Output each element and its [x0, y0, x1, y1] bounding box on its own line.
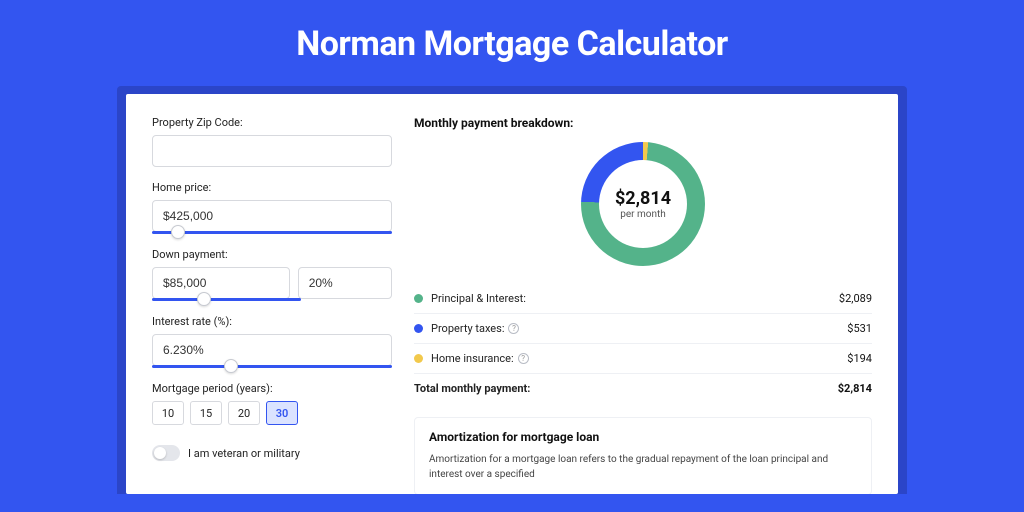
donut-center: $2,814 per month	[599, 160, 687, 248]
breakdown-title: Monthly payment breakdown:	[414, 116, 872, 130]
value-total: $2,814	[838, 382, 872, 395]
field-period: Mortgage period (years): 10 15 20 30	[152, 382, 392, 425]
breakdown-list: Principal & Interest: $2,089 Property ta…	[414, 284, 872, 403]
veteran-toggle[interactable]	[152, 445, 180, 461]
breakdown-panel: Monthly payment breakdown: $2,814 per mo…	[414, 116, 872, 494]
down-amount-input[interactable]	[152, 267, 290, 299]
breakdown-row-total: Total monthly payment: $2,814	[414, 373, 872, 403]
card-shadow: Property Zip Code: Home price: Down paym…	[117, 86, 907, 494]
field-price: Home price:	[152, 181, 392, 234]
price-slider-thumb[interactable]	[171, 225, 185, 239]
value-pi: $2,089	[839, 292, 872, 305]
down-label: Down payment:	[152, 248, 392, 261]
donut-amount: $2,814	[615, 188, 671, 209]
amortization-title: Amortization for mortgage loan	[429, 430, 857, 444]
price-slider[interactable]	[152, 231, 392, 234]
zip-label: Property Zip Code:	[152, 116, 392, 129]
donut-sub: per month	[620, 209, 666, 220]
breakdown-row-ins: Home insurance: ? $194	[414, 343, 872, 373]
breakdown-row-tax: Property taxes: ? $531	[414, 313, 872, 343]
veteran-row: I am veteran or military	[152, 445, 392, 461]
label-ins: Home insurance: ?	[431, 352, 847, 365]
down-slider[interactable]	[152, 298, 301, 301]
veteran-label: I am veteran or military	[188, 447, 300, 460]
donut-chart: $2,814 per month	[581, 142, 705, 266]
label-tax: Property taxes: ?	[431, 322, 847, 335]
dot-pi	[414, 294, 423, 303]
page-title: Norman Mortgage Calculator	[0, 0, 1024, 86]
donut-chart-wrap: $2,814 per month	[414, 142, 872, 266]
period-btn-30[interactable]: 30	[266, 401, 298, 425]
field-rate: Interest rate (%):	[152, 315, 392, 368]
period-btn-10[interactable]: 10	[152, 401, 184, 425]
period-options: 10 15 20 30	[152, 401, 392, 425]
rate-label: Interest rate (%):	[152, 315, 392, 328]
field-down: Down payment:	[152, 248, 392, 301]
rate-slider-thumb[interactable]	[224, 359, 238, 373]
calculator-card: Property Zip Code: Home price: Down paym…	[126, 94, 898, 494]
amortization-body: Amortization for a mortgage loan refers …	[429, 452, 857, 482]
period-btn-15[interactable]: 15	[190, 401, 222, 425]
dot-tax	[414, 324, 423, 333]
down-percent-input[interactable]	[298, 267, 392, 299]
period-label: Mortgage period (years):	[152, 382, 392, 395]
label-total: Total monthly payment:	[414, 382, 838, 395]
breakdown-row-pi: Principal & Interest: $2,089	[414, 284, 872, 313]
value-tax: $531	[847, 322, 872, 335]
down-slider-thumb[interactable]	[197, 292, 211, 306]
form-panel: Property Zip Code: Home price: Down paym…	[152, 116, 392, 494]
label-pi: Principal & Interest:	[431, 292, 839, 305]
price-input[interactable]	[152, 200, 392, 232]
price-label: Home price:	[152, 181, 392, 194]
rate-input[interactable]	[152, 334, 392, 366]
info-icon[interactable]: ?	[508, 323, 519, 334]
field-zip: Property Zip Code:	[152, 116, 392, 167]
zip-input[interactable]	[152, 135, 392, 167]
info-icon[interactable]: ?	[518, 353, 529, 364]
amortization-card: Amortization for mortgage loan Amortizat…	[414, 417, 872, 494]
value-ins: $194	[847, 352, 872, 365]
period-btn-20[interactable]: 20	[228, 401, 260, 425]
dot-ins	[414, 354, 423, 363]
rate-slider[interactable]	[152, 365, 392, 368]
